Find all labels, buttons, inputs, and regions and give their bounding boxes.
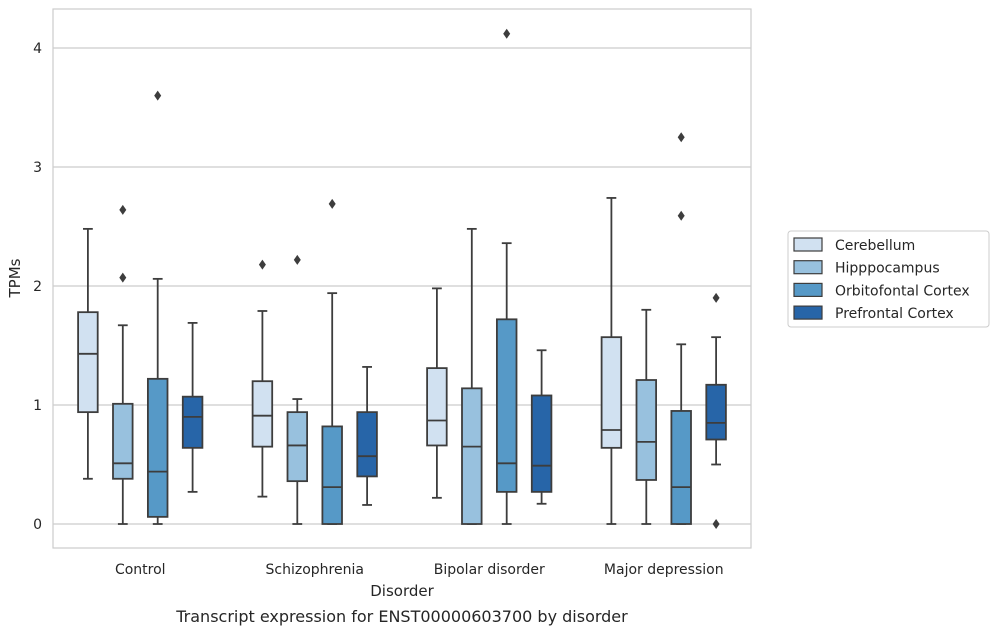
outlier-point	[503, 28, 511, 39]
box-orbitofontal-cortex	[146, 90, 169, 525]
outlier-point	[119, 204, 127, 215]
box-orbitofontal-cortex	[321, 198, 343, 525]
y-tick-label: 3	[33, 160, 42, 176]
box-hipppocampus	[635, 308, 658, 525]
iqr-box	[112, 402, 134, 480]
outlier-point	[154, 90, 162, 101]
legend-label: Orbitofontal Cortex	[835, 283, 970, 299]
box-prefrontal-cortex	[356, 366, 378, 506]
box-prefrontal-cortex	[705, 292, 727, 529]
iqr-box	[146, 377, 169, 518]
y-axis-label: TPMs	[6, 258, 24, 298]
y-tick-label: 0	[33, 517, 42, 533]
iqr-box	[600, 336, 623, 449]
legend-frame	[787, 230, 990, 328]
iqr-box	[495, 318, 518, 493]
outlier-point	[712, 519, 720, 529]
outlier-point	[677, 132, 685, 143]
box-cerebellum	[77, 227, 99, 480]
x-tick-label: Control	[115, 562, 166, 578]
iqr-box	[321, 425, 343, 525]
box-cerebellum	[600, 197, 623, 525]
x-axis-label: Disorder	[370, 582, 434, 600]
box-cerebellum	[251, 259, 274, 498]
legend-label: Hipppocampus	[835, 261, 940, 277]
y-tick-label: 4	[33, 41, 42, 57]
box-prefrontal-cortex	[181, 321, 204, 493]
iqr-box	[670, 410, 692, 525]
chart-caption: Transcript expression for ENST0000060370…	[175, 607, 628, 626]
outlier-point	[119, 272, 127, 283]
x-tick-label: Schizophrenia	[266, 562, 364, 578]
legend-label: Cerebellum	[835, 238, 915, 254]
legend: Cerebellum Hipppocampus Orbitofontal Corte…	[787, 230, 990, 328]
legend-swatch	[793, 282, 823, 297]
iqr-box	[635, 379, 658, 481]
x-tick-label: Bipolar disorder	[434, 562, 545, 578]
box-hipppocampus	[286, 254, 309, 525]
y-tick-label: 1	[33, 398, 42, 414]
iqr-box	[286, 411, 309, 483]
box-hipppocampus	[112, 204, 134, 525]
iqr-box	[356, 411, 378, 478]
box-orbitofontal-cortex	[670, 132, 692, 525]
outlier-point	[258, 259, 266, 270]
legend-swatch	[793, 305, 823, 320]
outlier-point	[677, 210, 685, 221]
x-tick-label: Major depression	[604, 562, 724, 578]
iqr-box	[461, 387, 483, 525]
outlier-point	[293, 254, 301, 265]
outlier-point	[712, 292, 720, 303]
box-prefrontal-cortex	[530, 349, 553, 505]
legend-swatch	[793, 237, 823, 252]
legend-swatch	[793, 260, 823, 275]
legend-label: Prefrontal Cortex	[835, 306, 954, 322]
iqr-box	[530, 394, 553, 493]
box-cerebellum	[426, 287, 448, 499]
outlier-point	[328, 198, 336, 209]
box-orbitofontal-cortex	[495, 28, 518, 525]
y-tick-label: 2	[33, 279, 42, 295]
box-hipppocampus	[461, 227, 483, 525]
iqr-box	[77, 311, 99, 414]
iqr-box	[705, 383, 727, 441]
iqr-box	[251, 380, 274, 448]
plot-area	[52, 8, 752, 549]
iqr-box	[426, 367, 448, 447]
iqr-box	[181, 395, 204, 449]
